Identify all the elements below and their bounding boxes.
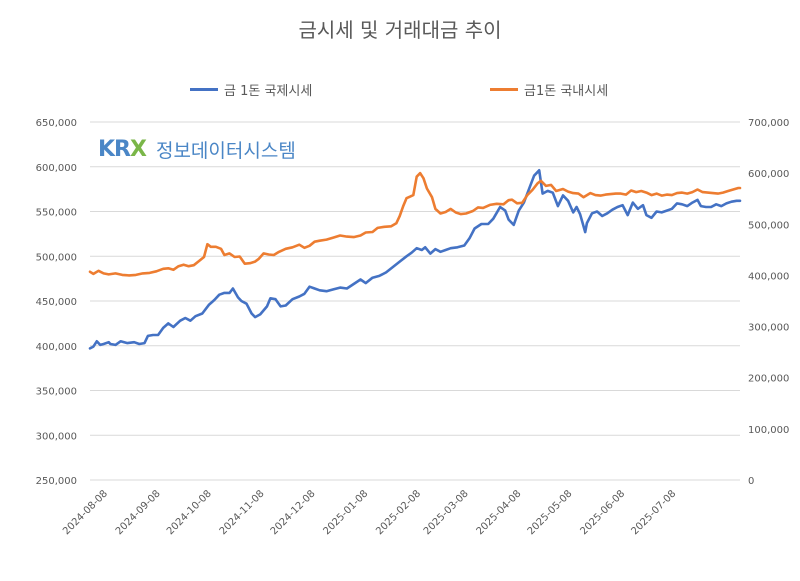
x-tick-label: 2025-04-08	[475, 488, 524, 537]
x-tick-label: 2024-11-08	[218, 488, 267, 537]
x-tick-label: 2024-10-08	[165, 488, 214, 537]
x-tick-label: 2024-09-08	[114, 488, 163, 537]
y-left-tick-label: 650,000	[36, 118, 77, 129]
legend-label-international: 금 1돈 국제시세	[224, 84, 313, 99]
legend-item-international: 금 1돈 국제시세	[190, 80, 312, 99]
y-left-tick-label: 500,000	[36, 252, 77, 263]
x-tick-label: 2025-03-08	[422, 488, 471, 537]
series-line-international	[88, 169, 742, 350]
krx-logo: KRX	[98, 137, 147, 162]
y-right-tick-label: 0	[748, 476, 754, 487]
y-right-tick-label: 300,000	[748, 323, 789, 334]
x-tick-label: 2025-07-08	[629, 488, 678, 537]
x-tick-label: 2025-06-08	[578, 488, 627, 537]
legend-swatch-domestic	[490, 88, 518, 91]
chart-title: 금시세 및 거래대금 추이	[298, 18, 502, 42]
legend-label-domestic: 금1돈 국내시세	[524, 84, 609, 99]
y-left-tick-label: 250,000	[36, 476, 77, 487]
series-line-domestic	[88, 171, 742, 277]
x-tick-label: 2025-01-08	[321, 488, 370, 537]
x-tick-label: 2025-02-08	[374, 488, 423, 537]
y-left-tick-label: 600,000	[36, 163, 77, 174]
legend-item-domestic: 금1돈 국내시세	[490, 80, 608, 99]
y-left-tick-label: 400,000	[36, 342, 77, 353]
y-left-tick-label: 350,000	[36, 387, 77, 398]
y-left-tick-label: 300,000	[36, 431, 77, 442]
x-tick-label: 2024-08-08	[61, 488, 110, 537]
legend-swatch-international	[190, 88, 218, 91]
y-right-tick-label: 500,000	[748, 220, 789, 231]
krx-watermark-text: 정보데이터시스템	[155, 140, 296, 162]
y-left-tick-label: 450,000	[36, 297, 77, 308]
x-tick-label: 2025-05-08	[526, 488, 575, 537]
y-right-tick-label: 600,000	[748, 169, 789, 180]
y-left-tick-label: 550,000	[36, 208, 77, 219]
y-right-tick-label: 700,000	[748, 118, 789, 129]
y-right-tick-label: 100,000	[748, 425, 789, 436]
chart-legend: 금 1돈 국제시세 금1돈 국내시세	[190, 80, 670, 100]
y-right-tick-label: 400,000	[748, 271, 789, 282]
y-right-tick-label: 200,000	[748, 374, 789, 385]
x-tick-label: 2024-12-08	[269, 488, 318, 537]
krx-watermark: KRX 정보데이터시스템	[98, 136, 296, 163]
